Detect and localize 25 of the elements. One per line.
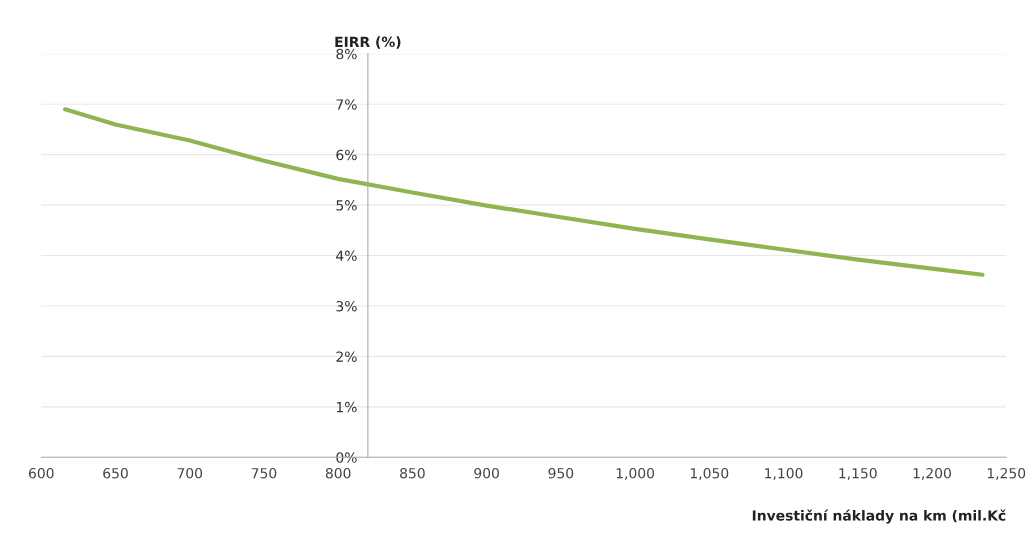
x-tick-label: 1,150 (839, 467, 877, 480)
y-tick-label: 2% (336, 351, 357, 362)
x-tick-label: 1,100 (765, 467, 803, 480)
x-tick-label: 650 (103, 467, 128, 479)
y-tick-label: 6% (336, 149, 357, 161)
x-tick-label: 700 (177, 467, 203, 479)
x-axis-title: Investiční náklady na km (mil.Kč (752, 509, 1006, 524)
x-tick-label: 750 (251, 467, 277, 479)
y-tick-label: 8% (336, 48, 357, 60)
x-tick-label: 800 (325, 467, 351, 479)
x-tick-label: 950 (548, 467, 574, 479)
y-tick-label: 4% (336, 250, 357, 262)
x-tick-label: 1,050 (690, 467, 729, 480)
x-tick-label: 1,250 (987, 467, 1026, 480)
x-tick-label: 1,000 (616, 467, 655, 480)
x-tick-label: 1,200 (913, 467, 951, 480)
y-tick-label: 1% (336, 401, 357, 413)
y-tick-label: 3% (336, 300, 357, 312)
y-tick-label: 0% (336, 452, 357, 463)
y-axis-title: EIRR (%) (335, 36, 401, 49)
x-tick-label: 600 (28, 467, 54, 479)
y-tick-label: 5% (336, 200, 357, 211)
x-tick-label: 850 (400, 467, 425, 479)
x-tick-label: 900 (474, 467, 499, 479)
y-tick-label: 7% (336, 99, 357, 110)
